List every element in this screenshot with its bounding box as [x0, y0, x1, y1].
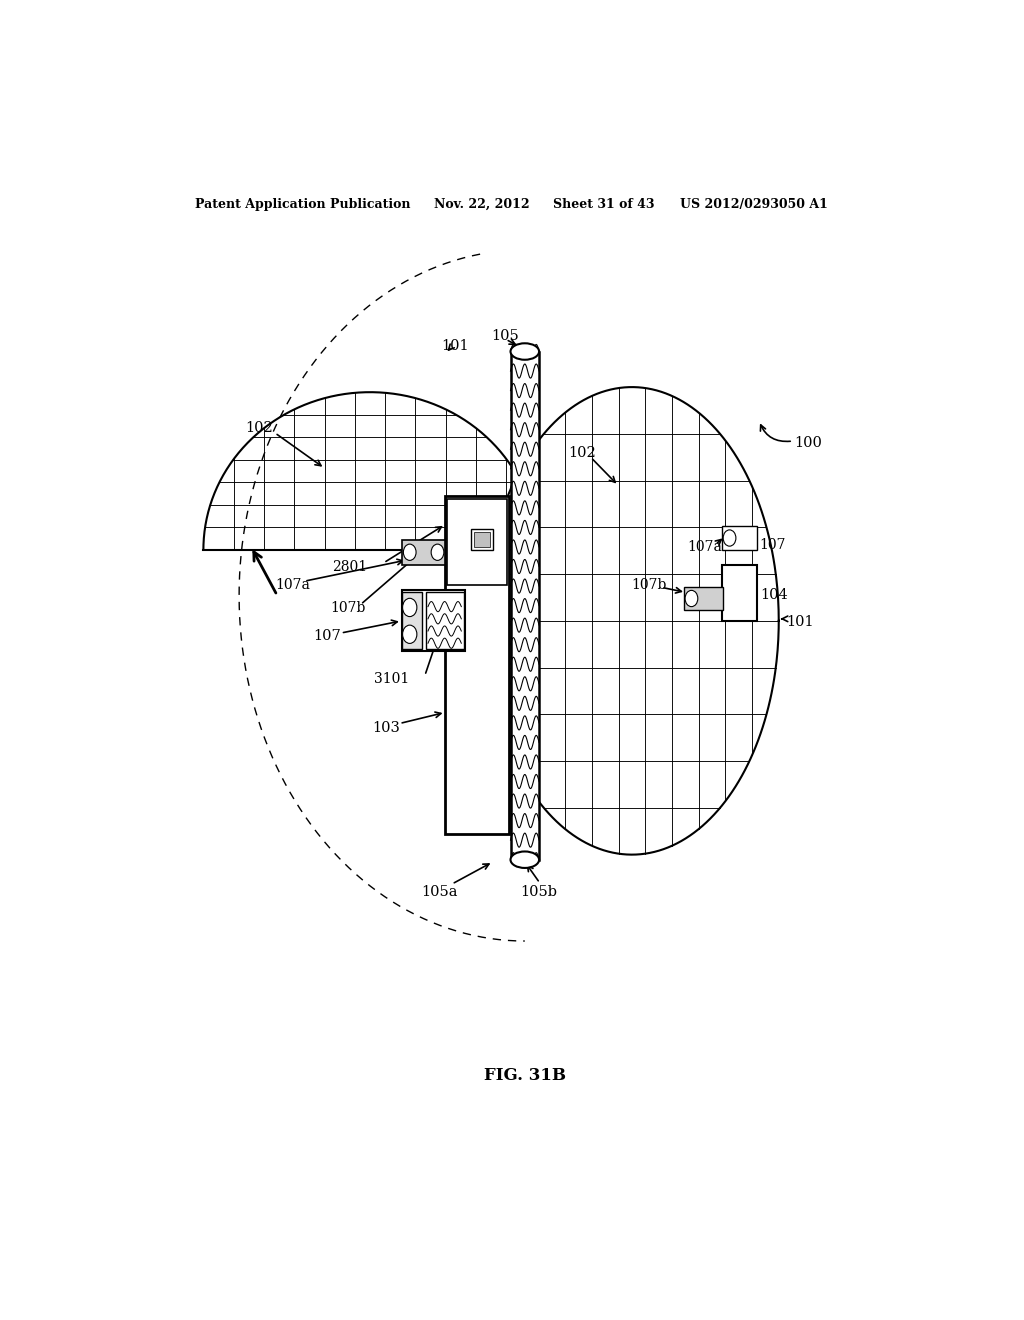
Text: 107a: 107a: [687, 540, 722, 553]
Text: Nov. 22, 2012: Nov. 22, 2012: [433, 198, 529, 211]
Text: 101: 101: [441, 339, 469, 354]
Bar: [474, 532, 489, 546]
Text: 101: 101: [786, 615, 814, 628]
Bar: [722, 565, 757, 620]
Circle shape: [723, 529, 736, 546]
Bar: [684, 587, 723, 610]
Bar: [445, 496, 509, 834]
Text: Sheet 31 of 43: Sheet 31 of 43: [553, 198, 654, 211]
Circle shape: [402, 626, 417, 643]
Text: 105a: 105a: [421, 886, 458, 899]
Text: 100: 100: [795, 436, 822, 450]
Ellipse shape: [511, 851, 539, 869]
Text: 102: 102: [568, 446, 596, 461]
Text: 107b: 107b: [331, 601, 366, 615]
Text: 102: 102: [246, 421, 273, 434]
Bar: [401, 590, 465, 651]
Text: 3101: 3101: [375, 672, 410, 686]
Bar: [511, 351, 539, 859]
Text: 2801: 2801: [333, 560, 368, 574]
Text: Patent Application Publication: Patent Application Publication: [196, 198, 411, 211]
Text: 107a: 107a: [274, 578, 309, 593]
Circle shape: [431, 544, 443, 561]
Bar: [401, 593, 422, 649]
Text: 103: 103: [373, 721, 400, 735]
Text: 107: 107: [759, 537, 785, 552]
Text: 105b: 105b: [520, 886, 557, 899]
Bar: [722, 527, 757, 549]
Bar: [426, 593, 464, 649]
Text: 107: 107: [313, 630, 341, 643]
Text: 104: 104: [761, 589, 788, 602]
Bar: [401, 540, 445, 565]
Text: US 2012/0293050 A1: US 2012/0293050 A1: [680, 198, 827, 211]
Bar: [447, 499, 507, 585]
Text: FIG. 31B: FIG. 31B: [483, 1067, 566, 1084]
Bar: [471, 529, 494, 549]
Ellipse shape: [511, 343, 539, 360]
Text: 107b: 107b: [631, 578, 667, 593]
Circle shape: [403, 544, 416, 561]
Circle shape: [685, 590, 697, 607]
Text: 105: 105: [492, 329, 519, 343]
Circle shape: [402, 598, 417, 616]
